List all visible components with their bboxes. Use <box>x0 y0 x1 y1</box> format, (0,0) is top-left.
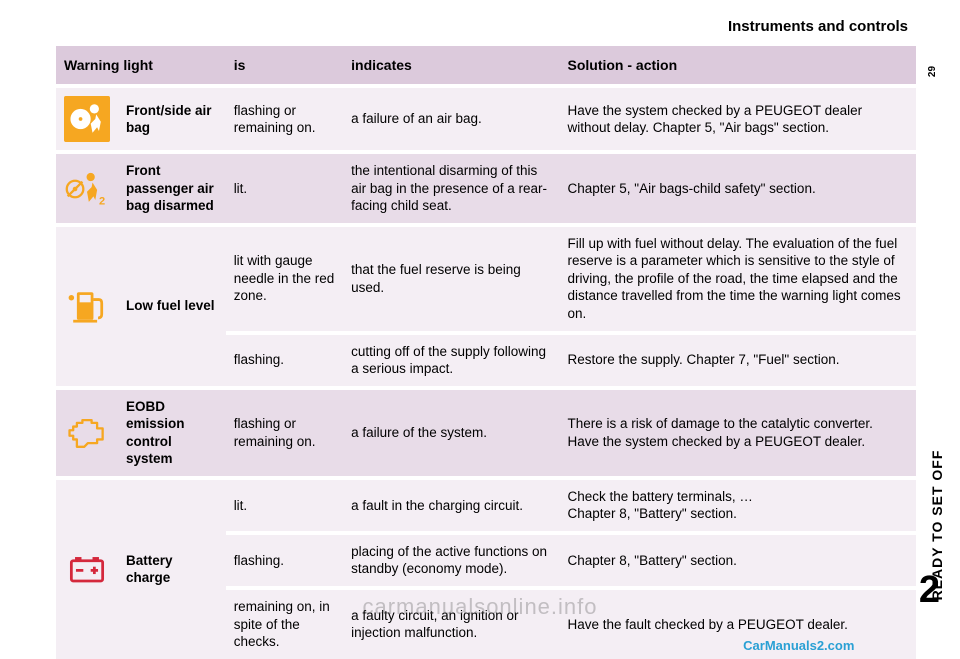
cell-indicates: placing of the active functions on stand… <box>343 533 559 588</box>
url-overlay: CarManuals2.com <box>743 638 854 655</box>
cell-solution: There is a risk of damage to the catalyt… <box>560 390 917 476</box>
warning-name: EOBD emission control system <box>118 390 226 476</box>
cell-is: lit. <box>226 154 343 223</box>
col-header-solution: Solution - action <box>560 46 917 84</box>
page-header: Instruments and controls <box>728 18 908 35</box>
col-header-is: is <box>226 46 343 84</box>
cell-solution: Chapter 8, "Battery" section. <box>560 533 917 588</box>
airbag-off-icon: 2 <box>64 166 110 212</box>
icon-cell <box>56 480 118 659</box>
watermark: carmanualsonline.info <box>0 594 960 620</box>
table-row: Front/side air bag flashing or remaining… <box>56 88 916 150</box>
cell-is: lit with gauge needle in the red zone. <box>226 227 343 333</box>
table-row: Low fuel level lit with gauge needle in … <box>56 227 916 333</box>
icon-cell <box>56 88 118 150</box>
fuel-icon <box>64 283 110 329</box>
cell-solution: Restore the supply. Chapter 7, "Fuel" se… <box>560 333 917 386</box>
table-row: Battery charge lit. a fault in the charg… <box>56 480 916 533</box>
page-number: 29 <box>927 66 938 77</box>
col-header-warning: Warning light <box>56 46 226 84</box>
sidebar: 29 READY TO SET OFF 2 <box>925 52 945 630</box>
cell-is: flashing or remaining on. <box>226 390 343 476</box>
cell-is: flashing. <box>226 333 343 386</box>
warning-name: Front/side air bag <box>118 88 226 150</box>
cell-is: flashing or remaining on. <box>226 88 343 150</box>
icon-cell <box>56 227 118 386</box>
col-header-indicates: indicates <box>343 46 559 84</box>
cell-indicates: the intentional disarming of this air ba… <box>343 154 559 223</box>
warning-lights-table: Warning light is indicates Solution - ac… <box>56 46 916 659</box>
warning-name: Low fuel level <box>118 227 226 386</box>
cell-indicates: cutting off of the supply following a se… <box>343 333 559 386</box>
cell-solution: Have the system checked by a PEUGEOT dea… <box>560 88 917 150</box>
table-header-row: Warning light is indicates Solution - ac… <box>56 46 916 84</box>
cell-indicates: a failure of an air bag. <box>343 88 559 150</box>
table-row: 2 Front passenger air bag disarmed lit. … <box>56 154 916 223</box>
battery-icon <box>64 546 110 592</box>
icon-cell: 2 <box>56 154 118 223</box>
airbag-icon <box>64 96 110 142</box>
cell-indicates: a failure of the system. <box>343 390 559 476</box>
cell-indicates: that the fuel reserve is being used. <box>343 227 559 333</box>
cell-is: flashing. <box>226 533 343 588</box>
table-row: EOBD emission control system flashing or… <box>56 390 916 476</box>
cell-indicates: a fault in the charging circuit. <box>343 480 559 533</box>
cell-solution: Check the battery terminals, … Chapter 8… <box>560 480 917 533</box>
warning-name: Battery charge <box>118 480 226 659</box>
svg-text:2: 2 <box>99 195 105 207</box>
cell-is: lit. <box>226 480 343 533</box>
engine-icon <box>64 410 110 456</box>
warning-name: Front passenger air bag disarmed <box>118 154 226 223</box>
icon-cell <box>56 390 118 476</box>
cell-solution: Chapter 5, "Air bags-child safety" secti… <box>560 154 917 223</box>
cell-solution: Fill up with fuel without delay. The eva… <box>560 227 917 333</box>
